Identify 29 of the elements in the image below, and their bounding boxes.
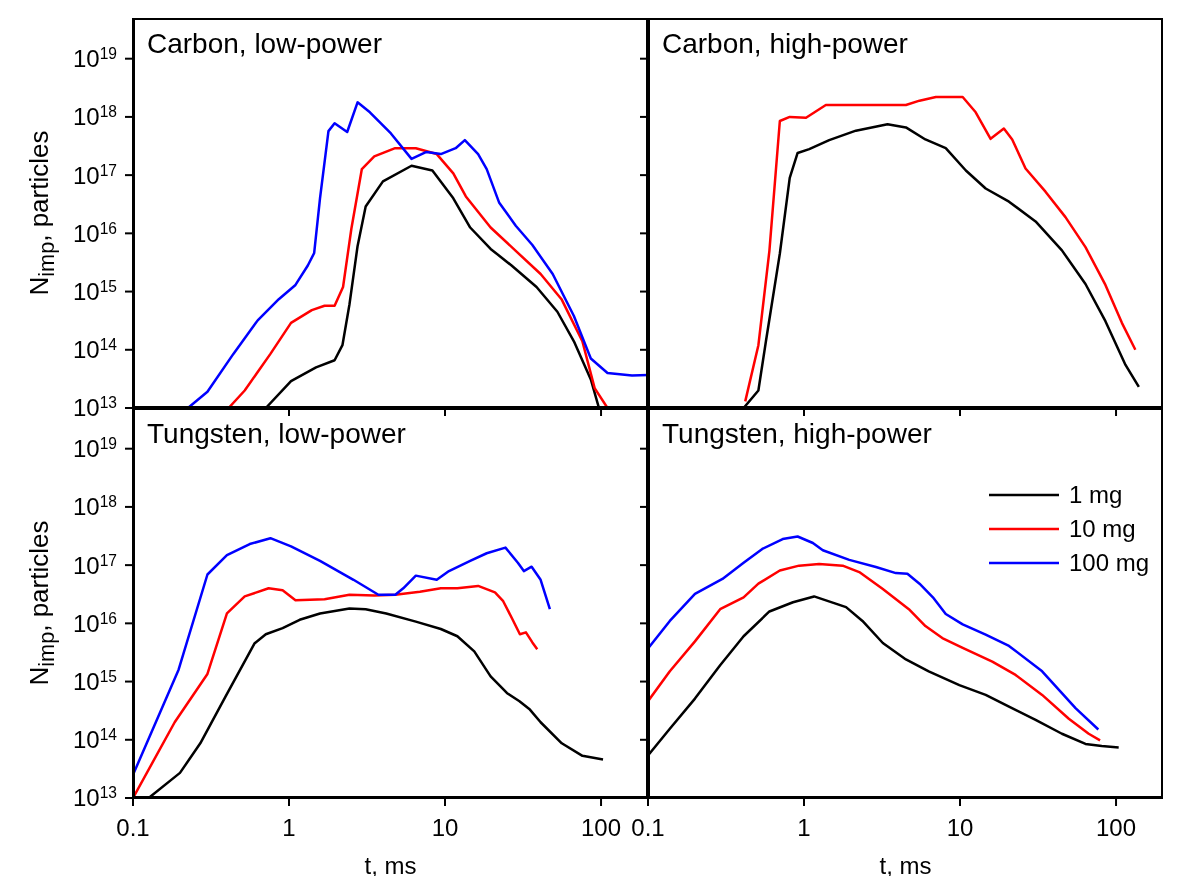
x-tick-label: 0.1 [631, 813, 665, 841]
legend-label: 100 mg [1068, 549, 1149, 577]
y-tick-label: 10$^{17}$ [72, 551, 117, 579]
y-tick-label: 10$^{16}$ [72, 609, 117, 637]
x-tick-label: 10 [946, 813, 974, 841]
chart-title: Carbon, low-power [147, 28, 382, 60]
chart-title: Tungsten, low-power [147, 418, 406, 450]
y-tick-label: 10$^{19}$ [72, 434, 117, 463]
y-tick-label: 10$^{13}$ [72, 783, 117, 812]
chart-title: Tungsten, high-power [662, 418, 932, 450]
x-tick-label: 100 [1096, 813, 1137, 841]
x-tick-label: 1 [797, 813, 811, 841]
y-tick-label: 10$^{16}$ [72, 219, 117, 247]
x-tick-label: 0.1 [116, 813, 150, 841]
y-tick-label: 10$^{15}$ [72, 667, 118, 695]
y-tick-label: 10$^{19}$ [72, 44, 117, 73]
y-tick-label: 10$^{18}$ [72, 102, 117, 131]
y-tick-label: 10$^{18}$ [72, 492, 117, 521]
x-tick-label: 100 [581, 813, 622, 841]
x-tick-label: 10 [431, 813, 459, 841]
x-tick-label: 1 [282, 813, 296, 841]
y-tick-label: 10$^{17}$ [72, 161, 117, 189]
legend-label: 10 mg [1068, 515, 1136, 543]
y-tick-label: 10$^{14}$ [72, 335, 118, 364]
chart-title: Carbon, high-power [662, 28, 908, 60]
legend-label: 1 mg [1068, 481, 1123, 509]
y-tick-label: 10$^{15}$ [72, 277, 118, 305]
y-tick-label: 10$^{13}$ [72, 393, 117, 422]
y-tick-label: 10$^{14}$ [72, 725, 118, 754]
